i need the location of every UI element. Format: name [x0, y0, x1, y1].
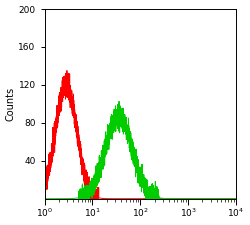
Y-axis label: Counts: Counts	[6, 87, 16, 121]
